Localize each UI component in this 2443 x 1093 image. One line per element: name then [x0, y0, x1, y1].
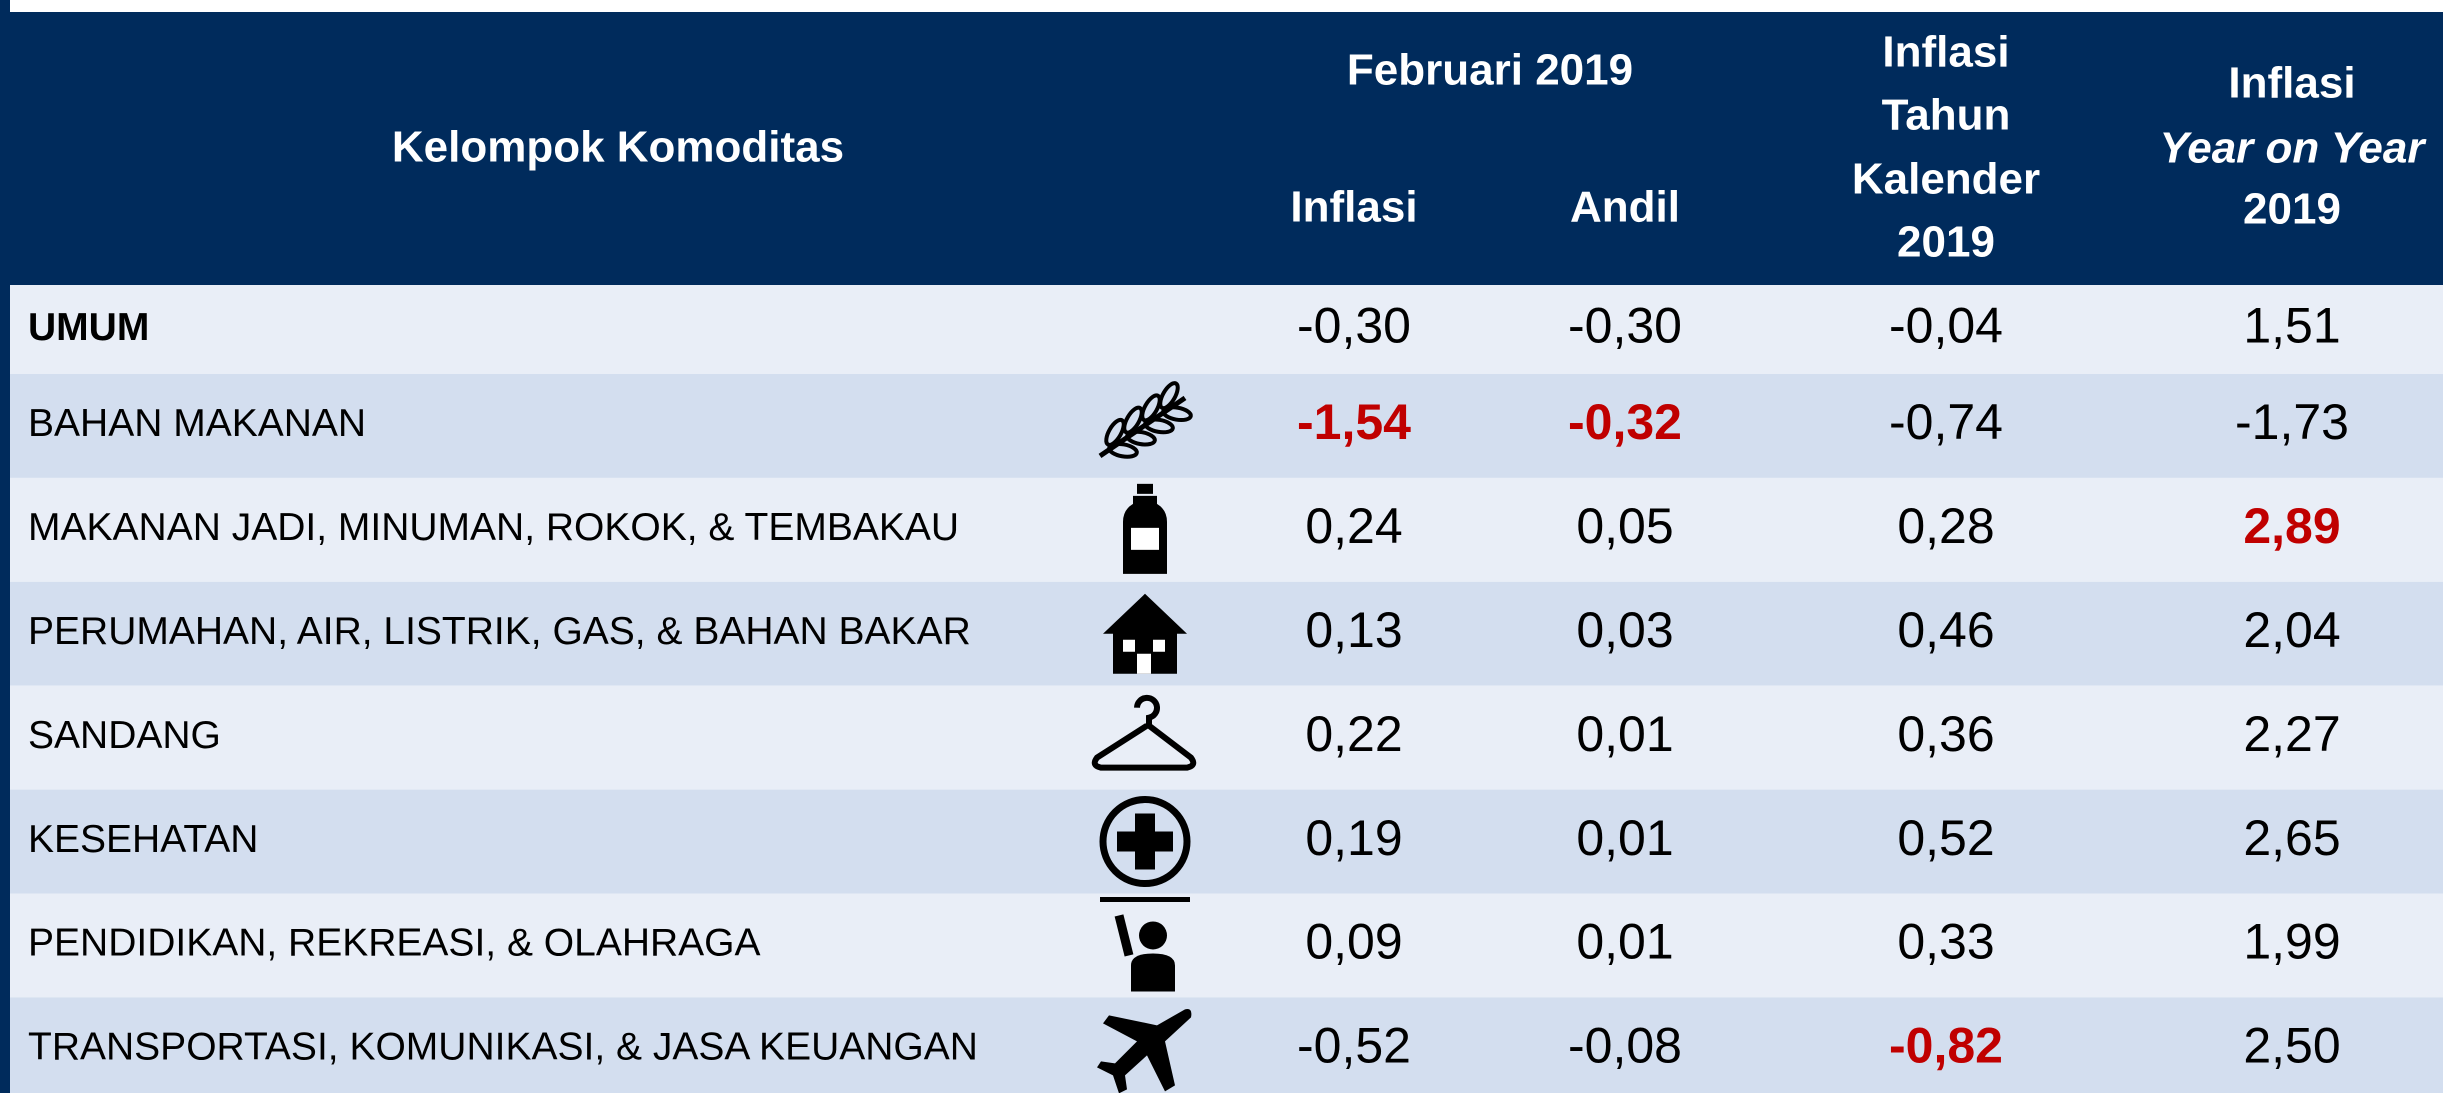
cell-value: 1,99 [2243, 914, 2340, 970]
row-label: MAKANAN JADI, MINUMAN, ROKOK, & TEMBAKAU [28, 506, 959, 549]
cell-value: -0,74 [1889, 394, 2003, 450]
cell-value: 1,51 [2243, 298, 2340, 354]
row-bg [10, 581, 2443, 686]
cell-value: 0,24 [1305, 498, 1402, 554]
cell-value: -0,30 [1297, 298, 1411, 354]
header-calendar: Kalender [1852, 155, 2040, 204]
cell-value: 2,65 [2243, 810, 2340, 866]
header-andil: Andil [1570, 183, 1680, 232]
header-yoy: Inflasi [2228, 59, 2355, 108]
header-group: Kelompok Komoditas [392, 123, 844, 172]
cell-value: 0,22 [1305, 706, 1402, 762]
row-label: SANDANG [28, 714, 221, 757]
cell-value: 0,52 [1897, 810, 1994, 866]
header-period: Februari 2019 [1347, 46, 1633, 95]
cell-value: 0,05 [1576, 498, 1673, 554]
cell-value: 0,33 [1897, 914, 1994, 970]
row-bg [10, 997, 2443, 1093]
header-bg [0, 12, 2443, 285]
cell-value: -0,32 [1568, 394, 1682, 450]
cell-value: 0,13 [1305, 602, 1402, 658]
icon [1099, 796, 1191, 888]
row-bg [10, 685, 2443, 790]
header-calendar: Tahun [1882, 91, 2011, 140]
icon [1097, 1009, 1192, 1093]
row-label: KESEHATAN [28, 818, 258, 861]
cell-value: 2,50 [2243, 1018, 2340, 1074]
header-yoy: Year on Year [2160, 124, 2428, 173]
row-label: TRANSPORTASI, KOMUNIKASI, & JASA KEUANGA… [28, 1026, 978, 1069]
cell-value: 0,01 [1576, 810, 1673, 866]
cell-value: -1,73 [2235, 394, 2349, 450]
cell-value: -0,30 [1568, 298, 1682, 354]
row-label: PENDIDIKAN, REKREASI, & OLAHRAGA [28, 922, 761, 965]
cell-value: -0,04 [1889, 298, 2003, 354]
icon [1103, 593, 1187, 674]
row-label: PERUMAHAN, AIR, LISTRIK, GAS, & BAHAN BA… [28, 610, 971, 653]
icon [1098, 381, 1193, 459]
cell-value: 0,28 [1897, 498, 1994, 554]
row-bg [10, 789, 2443, 894]
header-calendar: Inflasi [1882, 28, 2009, 77]
cell-value: 0,01 [1576, 706, 1673, 762]
cell-value: -1,54 [1297, 394, 1411, 450]
header-calendar: 2019 [1897, 218, 1995, 267]
row-bg [10, 374, 2443, 478]
header-yoy: 2019 [2243, 185, 2341, 234]
icon [1091, 694, 1197, 771]
row-label: BAHAN MAKANAN [28, 402, 366, 445]
icon [1100, 896, 1190, 992]
row-bg [10, 285, 2443, 374]
cell-value: 2,89 [2243, 498, 2340, 554]
row-bg [10, 477, 2443, 582]
row-bg [10, 893, 2443, 998]
header-inflasi: Inflasi [1290, 183, 1417, 232]
cell-value: 0,09 [1305, 914, 1402, 970]
cell-value: 0,36 [1897, 706, 1994, 762]
cell-value: 0,19 [1305, 810, 1402, 866]
cell-value: 0,46 [1897, 602, 1994, 658]
left-border [0, 0, 10, 1093]
row-label: UMUM [28, 306, 149, 349]
cell-value: 0,01 [1576, 914, 1673, 970]
cell-value: -0,08 [1568, 1018, 1682, 1074]
cell-value: -0,52 [1297, 1018, 1411, 1074]
cell-value: 2,27 [2243, 706, 2340, 762]
icon [1123, 483, 1167, 574]
cell-value: 0,03 [1576, 602, 1673, 658]
cell-value: 2,04 [2243, 602, 2340, 658]
cell-value: -0,82 [1889, 1018, 2003, 1074]
